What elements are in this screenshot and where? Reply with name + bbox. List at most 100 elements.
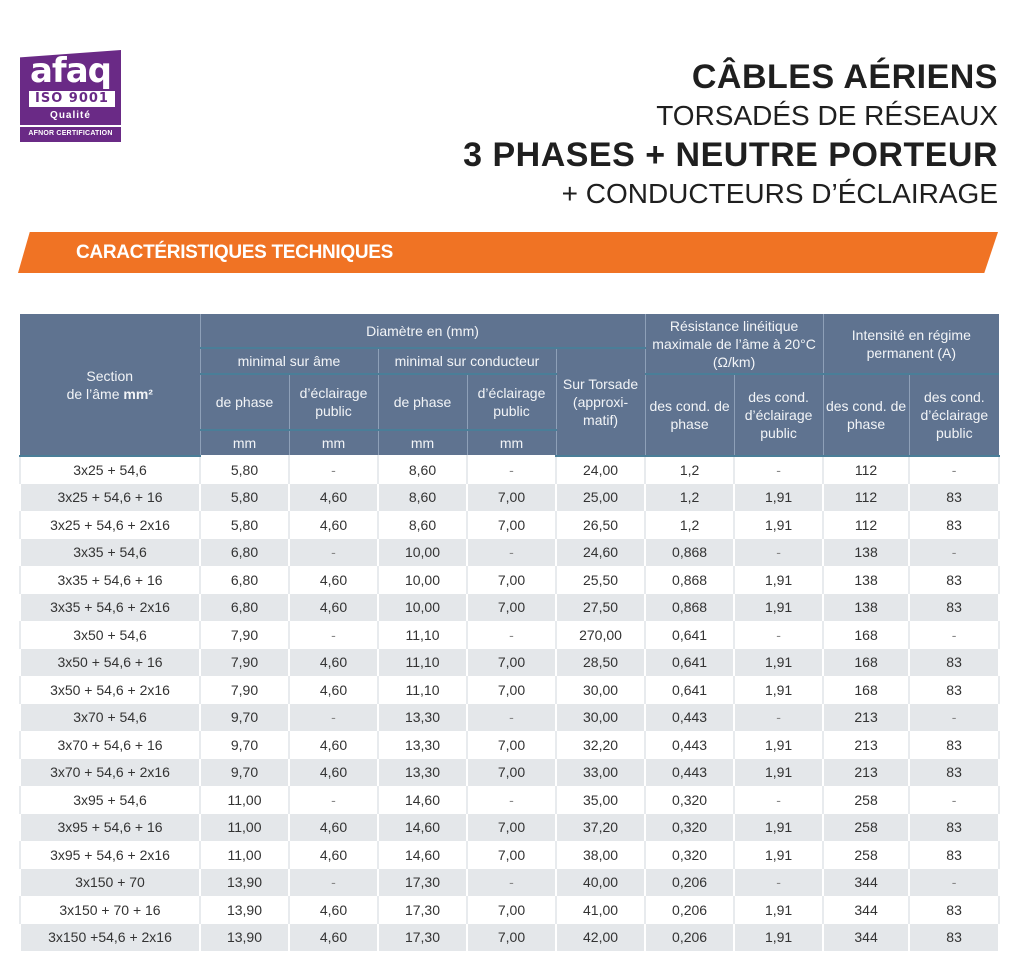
- table-cell: 0,320: [644, 786, 736, 814]
- table-cell: 7,00: [466, 841, 557, 869]
- table-row: 3x35 + 54,6 + 2x16 6,80 4,60 10,00 7,00 27,50…: [19, 593, 1001, 621]
- table-cell: 0,320: [644, 813, 736, 841]
- table-row: 3x70 + 54,6 + 2x16 9,70 4,60 13,30 7,00 33,00…: [19, 758, 1001, 786]
- table-cell: 0,443: [644, 758, 736, 786]
- table-cell: -: [466, 538, 557, 566]
- table-cell: 4,60: [288, 593, 379, 621]
- table-cell: 83: [908, 923, 1001, 951]
- cell-section: 3x70 + 54,6 + 2x16: [19, 758, 201, 786]
- cell-section: 3x35 + 54,6: [19, 538, 201, 566]
- section-banner: CARACTÉRISTIQUES TECHNIQUES: [18, 232, 998, 273]
- table-cell: 0,868: [644, 593, 736, 621]
- cell-section: 3x50 + 54,6 + 16: [19, 648, 201, 676]
- header-ame-phase: de phase: [199, 373, 290, 431]
- table-cell: 7,00: [466, 676, 557, 704]
- table-cell: -: [466, 455, 557, 484]
- table-cell: 258: [822, 813, 911, 841]
- table-cell: 83: [908, 896, 1001, 924]
- table-cell: 17,30: [377, 896, 468, 924]
- table-cell: 13,30: [377, 758, 468, 786]
- table-cell: 13,30: [377, 731, 468, 759]
- table-cell: -: [288, 621, 379, 649]
- table-cell: 24,00: [554, 455, 647, 484]
- table-cell: 1,91: [733, 566, 825, 594]
- cell-section: 3x25 + 54,6 + 2x16: [19, 511, 201, 539]
- header-resistance-eclairage: des cond. d’éclairage public: [733, 373, 824, 457]
- table-row: 3x95 + 54,6 11,00-14,60-35,00 0,320-258-: [19, 786, 1001, 814]
- table-cell: 13,90: [199, 896, 290, 924]
- table-cell: 7,00: [466, 813, 557, 841]
- table-cell: 344: [822, 868, 911, 896]
- header-minimal-ame: minimal sur âme: [199, 347, 379, 375]
- table-cell: 7,90: [199, 676, 290, 704]
- table-cell: 6,80: [199, 566, 290, 594]
- cell-section: 3x35 + 54,6 + 2x16: [19, 593, 201, 621]
- table-row: 3x25 + 54,6 5,80-8,60-24,00 1,2-112-: [19, 455, 1001, 484]
- table-cell: 4,60: [288, 648, 379, 676]
- table-cell: -: [466, 786, 557, 814]
- table-cell: 8,60: [377, 483, 468, 511]
- table-cell: 7,00: [466, 566, 557, 594]
- table-cell: 5,80: [199, 511, 290, 539]
- table-cell: 11,10: [377, 648, 468, 676]
- table-cell: 1,91: [733, 483, 825, 511]
- table-cell: -: [288, 786, 379, 814]
- table-cell: 1,91: [733, 841, 825, 869]
- table-cell: 8,60: [377, 455, 468, 484]
- table-cell: 17,30: [377, 923, 468, 951]
- cell-section: 3x70 + 54,6: [19, 703, 201, 731]
- table-cell: 138: [822, 566, 911, 594]
- table-cell: 168: [822, 621, 911, 649]
- table-cell: 1,91: [733, 896, 825, 924]
- table-cell: 7,00: [466, 593, 557, 621]
- table-cell: 168: [822, 648, 911, 676]
- table-cell: -: [288, 455, 379, 484]
- table-cell: 83: [908, 566, 1001, 594]
- header-intensite: Intensité en régime permanent (A): [822, 314, 1000, 375]
- table-cell: 83: [908, 758, 1001, 786]
- table-cell: 1,91: [733, 731, 825, 759]
- table-cell: 11,10: [377, 676, 468, 704]
- table-row: 3x50 + 54,6 7,90-11,10-270,00 0,641-168-: [19, 621, 1001, 649]
- table-cell: 1,91: [733, 593, 825, 621]
- table-cell: 42,00: [554, 923, 647, 951]
- table-cell: 7,90: [199, 648, 290, 676]
- header-unit: mm: [466, 429, 557, 456]
- table-cell: -: [908, 621, 1001, 649]
- table-cell: -: [733, 621, 825, 649]
- table-cell: 0,641: [644, 621, 736, 649]
- table-cell: 13,90: [199, 868, 290, 896]
- table-cell: 7,00: [466, 758, 557, 786]
- table-cell: 4,60: [288, 483, 379, 511]
- page-title: CÂBLES AÉRIENS TORSADÉS DE RÉSEAUX 3 PHA…: [463, 56, 998, 212]
- table-cell: 344: [822, 923, 911, 951]
- table-cell: 40,00: [554, 868, 647, 896]
- header-resistance: Résistance linéitique maximale de l’âme …: [644, 314, 824, 375]
- table-row: 3x50 + 54,6 + 16 7,90 4,60 11,10 7,00 28,50 0,…: [19, 648, 1001, 676]
- table-cell: 0,320: [644, 841, 736, 869]
- table-cell: 24,60: [554, 538, 647, 566]
- table-row: 3x70 + 54,6 9,70-13,30-30,00 0,443-213-: [19, 703, 1001, 731]
- table-cell: 1,91: [733, 511, 825, 539]
- header-unit: mm: [199, 429, 290, 456]
- table-cell: 13,90: [199, 923, 290, 951]
- table-row: 3x25 + 54,6 + 16 5,80 4,60 8,60 7,00 25,00 1,2…: [19, 483, 1001, 511]
- title-line-3: 3 PHASES + NEUTRE PORTEUR: [463, 136, 998, 174]
- table-cell: 11,00: [199, 841, 290, 869]
- table-cell: 4,60: [288, 511, 379, 539]
- table-cell: 5,80: [199, 483, 290, 511]
- table-cell: 213: [822, 703, 911, 731]
- table-cell: -: [733, 868, 825, 896]
- table-cell: 30,00: [554, 703, 647, 731]
- table-cell: -: [466, 703, 557, 731]
- table-cell: 258: [822, 786, 911, 814]
- table-body: 3x25 + 54,6 5,80-8,60-24,00 1,2-112-3x25 +…: [19, 455, 1001, 951]
- cell-section: 3x35 + 54,6 + 16: [19, 566, 201, 594]
- table-cell: 0,868: [644, 538, 736, 566]
- section-banner-label: CARACTÉRISTIQUES TECHNIQUES: [76, 242, 394, 263]
- table-cell: 9,70: [199, 703, 290, 731]
- table-row: 3x50 + 54,6 + 2x16 7,90 4,60 11,10 7,00 30,00…: [19, 676, 1001, 704]
- table-cell: 138: [822, 593, 911, 621]
- table-cell: 38,00: [554, 841, 647, 869]
- logo-certifier: AFNOR CERTIFICATION: [20, 125, 121, 141]
